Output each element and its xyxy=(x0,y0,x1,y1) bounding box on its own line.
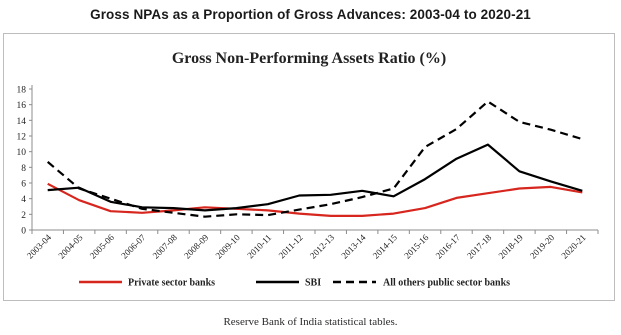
x-tick-label: 2005-06 xyxy=(88,232,117,261)
page-title: Gross NPAs as a Proportion of Gross Adva… xyxy=(90,7,531,22)
series-line xyxy=(47,143,583,212)
chart-legend: Private sector banks SBI All others public… xyxy=(79,278,510,289)
y-tick-label: 2 xyxy=(21,211,26,221)
x-tick-label: 2008-09 xyxy=(182,232,211,261)
x-tick-label: 2012-13 xyxy=(308,232,337,261)
legend-label: SBI xyxy=(305,278,321,289)
y-axis-ticks: 0 2 4 6 8 10 12 14 16 18 xyxy=(17,86,32,237)
series-line xyxy=(46,100,583,218)
y-tick-label: 14 xyxy=(17,117,27,127)
x-tick-label: 2009-10 xyxy=(214,232,243,261)
source-note: Reserve Bank of India statistical tables… xyxy=(223,316,398,328)
x-tick-label: 2003-04 xyxy=(25,232,54,261)
x-tick-label: 2020-21 xyxy=(559,232,587,260)
x-tick-label: 2015-16 xyxy=(402,232,431,261)
y-tick-label: 16 xyxy=(17,101,27,111)
chart-series xyxy=(46,100,583,218)
legend-label: All others public sector banks xyxy=(383,278,510,289)
y-tick-label: 10 xyxy=(17,148,27,158)
y-tick-label: 8 xyxy=(21,164,26,174)
legend-label: Private sector banks xyxy=(128,278,215,289)
x-tick-label: 2019-20 xyxy=(528,232,557,261)
x-tick-label: 2006-07 xyxy=(119,232,148,261)
x-tick-label: 2017-18 xyxy=(465,232,494,261)
x-tick-label: 2013-14 xyxy=(339,232,368,261)
chart-axes xyxy=(31,85,598,231)
x-tick-label: 2018-19 xyxy=(497,232,526,261)
x-tick-label: 2016-17 xyxy=(434,232,463,261)
x-tick-label: 2010-11 xyxy=(245,232,273,260)
x-tick-label: 2007-08 xyxy=(151,232,180,261)
y-tick-label: 18 xyxy=(17,86,27,96)
series-line xyxy=(47,182,583,217)
npa-line-chart: Gross Non-Performing Assets Ratio (%) 02… xyxy=(17,50,599,289)
x-axis-ticks: 2003-04 2004-05 2005-06 2006-07 2007-08 2008-… xyxy=(25,230,599,261)
y-tick-label: 4 xyxy=(21,195,26,205)
y-tick-label: 0 xyxy=(21,227,26,237)
chart-title: Gross Non-Performing Assets Ratio (%) xyxy=(172,50,446,67)
x-tick-label: 2004-05 xyxy=(56,232,85,261)
y-tick-label: 6 xyxy=(21,180,26,190)
x-tick-label: 2011-12 xyxy=(277,232,305,260)
x-tick-label: 2014-15 xyxy=(371,232,400,261)
y-tick-label: 12 xyxy=(17,133,27,143)
